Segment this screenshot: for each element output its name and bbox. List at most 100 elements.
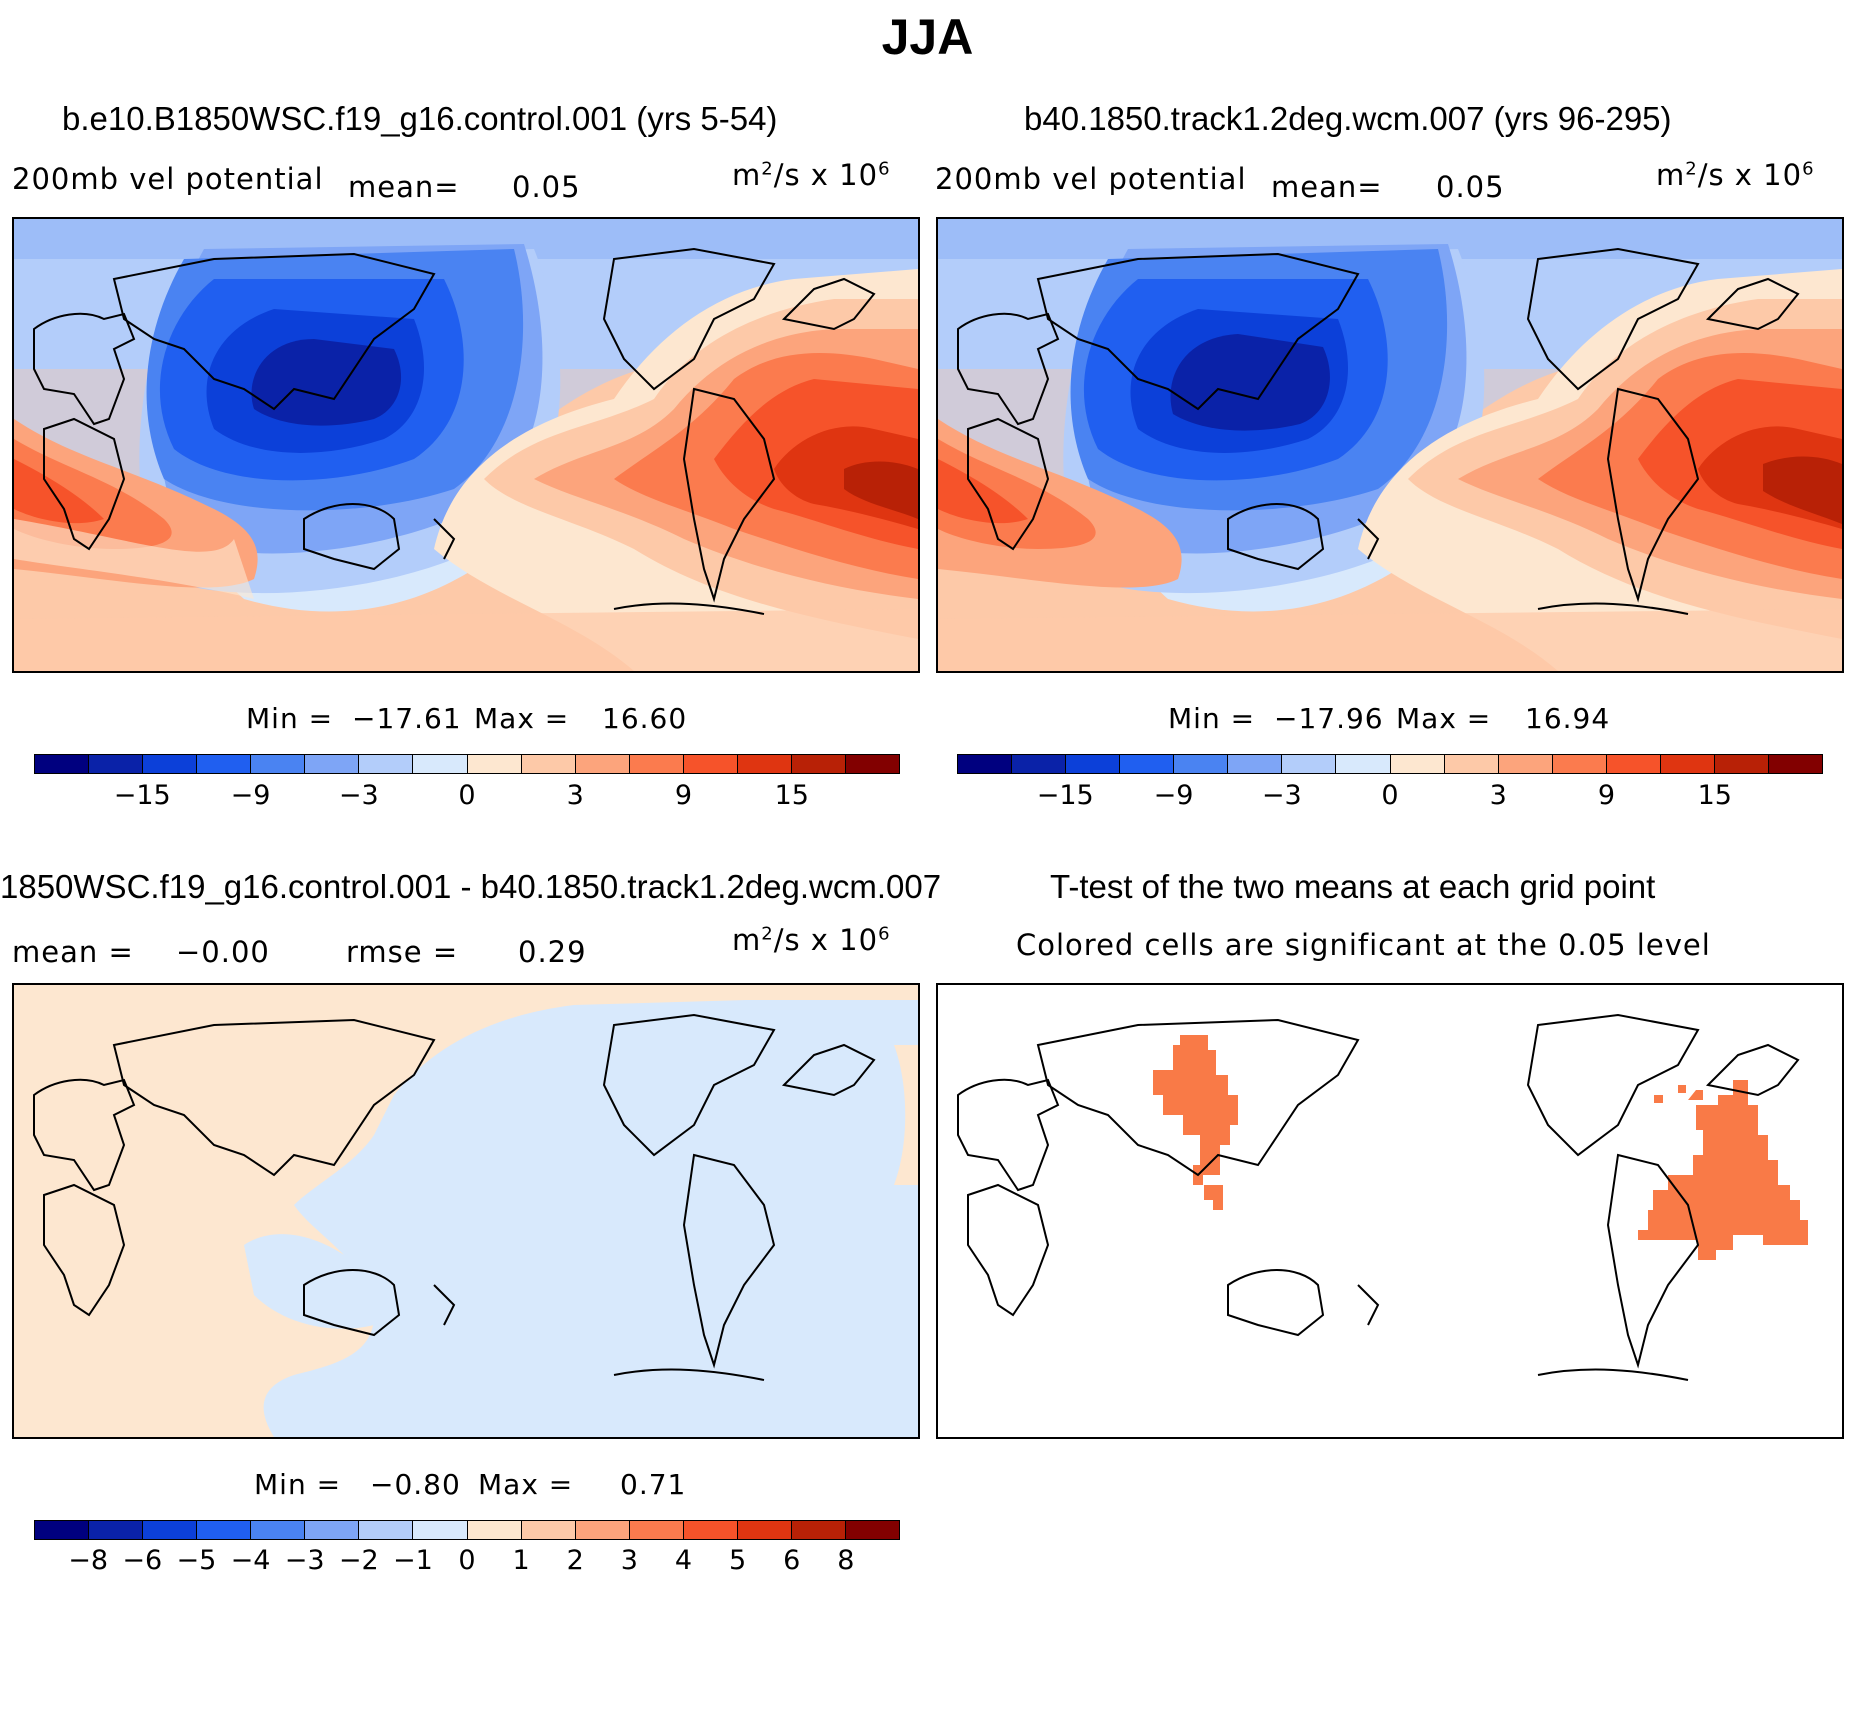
colorbar-tick-label: −6 [122, 1545, 163, 1576]
colorbar-swatch [1768, 755, 1822, 773]
panel4-map [936, 983, 1844, 1439]
colorbar-swatch [845, 755, 899, 773]
colorbar-tick-label: 2 [566, 1545, 584, 1576]
colorbar-swatch [1390, 755, 1445, 773]
panel2-title: b40.1850.track1.2deg.wcm.007 (yrs 96-295… [1024, 100, 1672, 137]
colorbar-tick-label: 15 [1697, 780, 1732, 811]
panel2-colorbar-ticks: −15 −9 −3 0 3 9 15 [957, 780, 1823, 820]
colorbar-swatch [1174, 755, 1229, 773]
panel1-velpot-field [14, 219, 918, 671]
colorbar-swatch [359, 755, 414, 773]
colorbar-swatch [1498, 755, 1553, 773]
panel3-mean-label: mean = [12, 935, 134, 969]
panel1-colorbar-ticks: −15 −9 −3 0 3 9 15 [34, 780, 900, 820]
panel1-mean-label: mean= [348, 170, 460, 204]
panel2-map [936, 217, 1844, 673]
colorbar-tick-label: −4 [230, 1545, 271, 1576]
colorbar-swatch [413, 755, 468, 773]
colorbar-tick-label: −9 [1153, 780, 1194, 811]
colorbar-tick-label: −8 [68, 1545, 109, 1576]
panel1-min-label: Min = [246, 702, 334, 735]
panel3-rmse-value: 0.29 [518, 935, 587, 969]
colorbar-tick-label: 6 [783, 1545, 801, 1576]
panel3-rmse-label: rmse = [346, 935, 459, 969]
panel1-map [12, 217, 920, 673]
colorbar-swatch [1282, 755, 1337, 773]
colorbar-swatch [35, 1521, 90, 1539]
panel2-colorbar [957, 754, 1823, 774]
colorbar-swatch [143, 1521, 198, 1539]
colorbar-tick-label: −5 [176, 1545, 217, 1576]
colorbar-tick-label: −15 [113, 780, 171, 811]
colorbar-swatch [521, 755, 576, 773]
colorbar-swatch [1012, 755, 1067, 773]
colorbar-swatch [683, 755, 738, 773]
colorbar-tick-label: −3 [284, 1545, 325, 1576]
colorbar-swatch [251, 1521, 306, 1539]
colorbar-swatch [521, 1521, 576, 1539]
colorbar-tick-label: 3 [620, 1545, 638, 1576]
panel3-colorbar-ticks: −8 −6 −5 −4 −3 −2 −1 0 1 2 3 4 5 6 8 [34, 1545, 900, 1585]
colorbar-tick-label: 3 [566, 780, 584, 811]
colorbar-swatch [197, 755, 252, 773]
colorbar-swatch [197, 1521, 252, 1539]
panel3-title: 1850WSC.f19_g16.control.001 - b40.1850.t… [0, 868, 942, 905]
colorbar-swatch [1714, 755, 1769, 773]
panel2-max-label: Max = [1396, 702, 1492, 735]
colorbar-tick-label: −1 [392, 1545, 433, 1576]
colorbar-swatch [629, 755, 684, 773]
colorbar-tick-label: 5 [729, 1545, 747, 1576]
colorbar-tick-label: −3 [1261, 780, 1302, 811]
colorbar-swatch [791, 755, 846, 773]
colorbar-swatch [791, 1521, 846, 1539]
panel2-max-value: 16.94 [1525, 702, 1611, 735]
panel3-max-label: Max = [478, 1468, 574, 1501]
panel2-min-value: −17.96 [1274, 702, 1384, 735]
colorbar-tick-label: −9 [230, 780, 271, 811]
colorbar-swatch [359, 1521, 414, 1539]
colorbar-swatch [575, 755, 630, 773]
panel3-min-value: −0.80 [370, 1468, 461, 1501]
panel1-mean-value: 0.05 [512, 170, 581, 204]
colorbar-swatch [1606, 755, 1661, 773]
colorbar-tick-label: 1 [512, 1545, 530, 1576]
colorbar-swatch [737, 755, 792, 773]
panel4-significance-map [938, 985, 1842, 1437]
panel3-colorbar [34, 1520, 900, 1540]
colorbar-tick-label: 4 [674, 1545, 693, 1576]
panel3-min-label: Min = [254, 1468, 342, 1501]
panel2-mean-label: mean= [1271, 170, 1383, 204]
colorbar-swatch [1120, 755, 1175, 773]
significant-cells [1153, 1035, 1808, 1260]
panel4-subtitle: Colored cells are significant at the 0.0… [1016, 928, 1711, 962]
panel4-title: T-test of the two means at each grid poi… [1050, 868, 1656, 905]
colorbar-swatch [89, 755, 144, 773]
colorbar-swatch [958, 755, 1013, 773]
panel3-max-value: 0.71 [620, 1468, 687, 1501]
colorbar-swatch [35, 755, 90, 773]
colorbar-swatch [1660, 755, 1715, 773]
colorbar-swatch [683, 1521, 738, 1539]
panel2-min-label: Min = [1168, 702, 1256, 735]
colorbar-tick-label: 9 [1597, 780, 1616, 811]
panel2-velpot-field [938, 219, 1842, 671]
panel2-mean-value: 0.05 [1436, 170, 1505, 204]
colorbar-tick-label: 15 [774, 780, 809, 811]
panel3-mean-value: −0.00 [176, 935, 270, 969]
panel1-max-label: Max = [474, 702, 570, 735]
colorbar-swatch [89, 1521, 144, 1539]
colorbar-swatch [305, 1521, 360, 1539]
colorbar-swatch [1336, 755, 1391, 773]
panel1-title: b.e10.B1850WSC.f19_g16.control.001 (yrs … [62, 100, 778, 137]
colorbar-swatch [1552, 755, 1607, 773]
colorbar-tick-label: 0 [458, 1545, 476, 1576]
colorbar-tick-label: 3 [1489, 780, 1507, 811]
colorbar-swatch [575, 1521, 630, 1539]
colorbar-swatch [845, 1521, 899, 1539]
panel1-max-value: 16.60 [602, 702, 688, 735]
colorbar-swatch [737, 1521, 792, 1539]
colorbar-swatch [1228, 755, 1283, 773]
colorbar-tick-label: 8 [837, 1545, 855, 1576]
panel1-min-value: −17.61 [352, 702, 462, 735]
panel1-colorbar [34, 754, 900, 774]
